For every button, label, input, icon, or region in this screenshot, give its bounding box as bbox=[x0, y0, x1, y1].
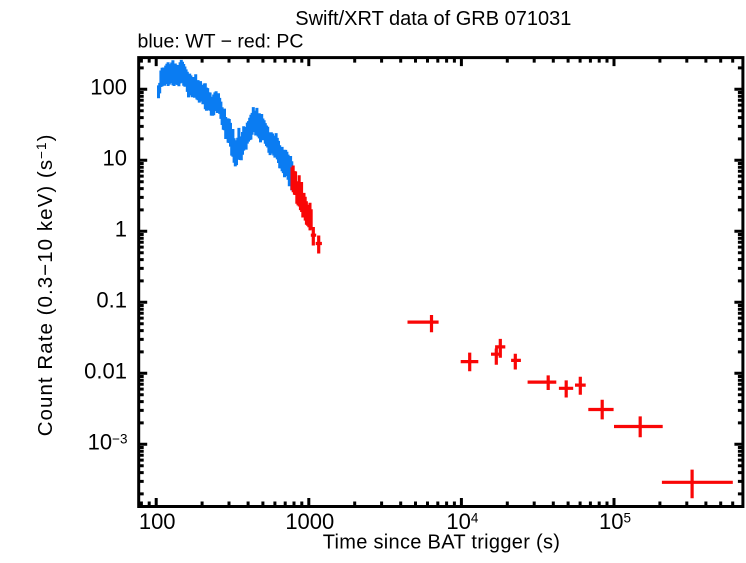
svg-text:100: 100 bbox=[139, 509, 176, 534]
svg-text:0.01: 0.01 bbox=[84, 359, 127, 384]
svg-text:1: 1 bbox=[115, 217, 127, 242]
svg-text:Time since BAT trigger (s): Time since BAT trigger (s) bbox=[323, 532, 560, 554]
svg-text:1000: 1000 bbox=[285, 509, 334, 534]
svg-text:100: 100 bbox=[90, 75, 127, 100]
svg-text:blue: WT − red: PC: blue: WT − red: PC bbox=[138, 31, 304, 53]
svg-text:10: 10 bbox=[103, 146, 127, 171]
svg-text:Count Rate (0.3−10 keV) (s−1): Count Rate (0.3−10 keV) (s−1) bbox=[34, 133, 57, 436]
svg-text:Swift/XRT data of GRB 071031: Swift/XRT data of GRB 071031 bbox=[295, 8, 571, 30]
svg-text:0.1: 0.1 bbox=[96, 288, 127, 313]
svg-text:10−3: 10−3 bbox=[88, 430, 128, 455]
